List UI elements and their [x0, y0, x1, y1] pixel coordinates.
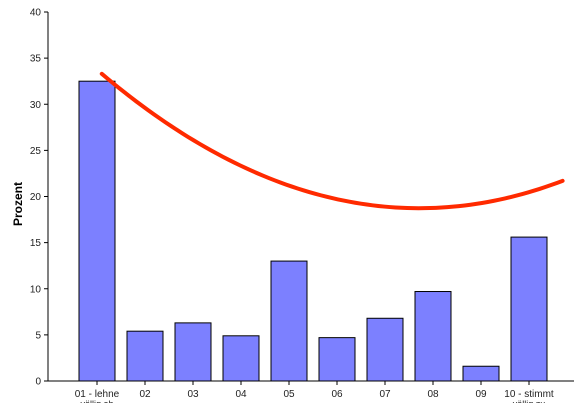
y-tick-label: 0 — [35, 377, 41, 388]
x-tick-label: 09 — [475, 389, 487, 400]
y-axis: 0 5 10 15 20 25 30 35 40 — [30, 8, 49, 388]
x-tick-label-line2: völlig ab — [80, 399, 113, 403]
x-tick-label: 06 — [331, 389, 343, 400]
y-tick-label: 35 — [30, 54, 42, 65]
bar — [174, 322, 212, 382]
x-tick-label: 02 — [139, 389, 151, 400]
bars — [78, 80, 548, 382]
x-tick-label: 05 — [283, 389, 295, 400]
y-axis-label: Prozent — [11, 182, 25, 226]
x-tick-label: 10 - stimmt — [504, 389, 554, 400]
fit-curve-layer — [99, 71, 565, 211]
bar — [462, 365, 500, 382]
bar — [126, 330, 164, 382]
bar — [222, 335, 260, 382]
x-tick-label: 03 — [187, 389, 199, 400]
bar — [510, 236, 548, 382]
y-tick-label: 25 — [30, 146, 42, 157]
x-tick-label: 08 — [427, 389, 439, 400]
x-tick-label: 01 - lehne — [75, 389, 120, 400]
y-tick-label: 15 — [30, 238, 42, 249]
x-tick-label: 07 — [379, 389, 391, 400]
bar — [270, 260, 308, 382]
y-tick-label: 5 — [35, 330, 41, 341]
fit-curve — [99, 71, 565, 211]
y-tick-label: 20 — [30, 192, 42, 203]
y-tick-label: 10 — [30, 284, 42, 295]
y-tick-label: 40 — [30, 8, 42, 19]
bar — [366, 317, 404, 382]
bar — [78, 80, 116, 382]
x-tick-label: 04 — [235, 389, 247, 400]
bar — [414, 291, 452, 382]
x-tick-label-line2: völlig zu — [513, 399, 546, 403]
bar — [318, 337, 356, 382]
y-tick-label: 30 — [30, 100, 42, 111]
x-axis: 01 - lehnevöllig ab 02 03 04 05 06 07 08 09 10 - … — [48, 380, 574, 403]
